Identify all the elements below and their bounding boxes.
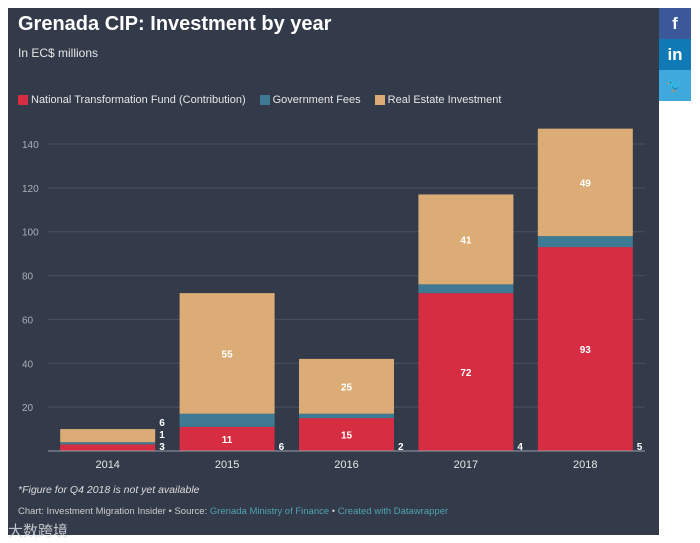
x-tick-label: 2016 [334, 459, 358, 471]
bar-segment [179, 413, 275, 427]
data-label: 49 [580, 178, 592, 189]
data-label: 25 [341, 382, 353, 393]
source-link[interactable]: Grenada Ministry of Finance [209, 506, 330, 517]
legend-swatch [18, 95, 28, 105]
x-tick-label: 2018 [573, 459, 597, 471]
datawrapper-link[interactable]: Created with Datawrapper [337, 506, 449, 517]
y-tick-label: 120 [22, 184, 39, 195]
linkedin-share-button[interactable]: in [659, 39, 691, 70]
twitter-share-button[interactable]: 🐦 [659, 70, 691, 101]
credit-text: Chart: Investment Migration Insider • So… [18, 506, 210, 517]
bar-segment [418, 293, 514, 451]
legend-label: National Transformation Fund (Contributi… [31, 94, 246, 106]
footnote: *Figure for Q4 2018 is not yet available [18, 484, 200, 496]
y-tick-label: 60 [22, 315, 34, 326]
data-label: 6 [279, 442, 285, 453]
y-tick-label: 20 [22, 403, 34, 414]
data-label: 11 [222, 435, 233, 446]
bar-segment [537, 247, 633, 451]
legend-item-realestate: Real Estate Investment [374, 94, 502, 106]
legend-item-ntf: National Transformation Fund (Contributi… [18, 94, 246, 106]
data-label: 3 [159, 442, 165, 453]
facebook-share-button[interactable]: f [659, 8, 691, 39]
data-label: 93 [580, 345, 592, 356]
bar-segment [179, 293, 275, 414]
bar-segment [60, 429, 156, 443]
x-tick-label: 2014 [95, 459, 119, 471]
data-label: 5 [637, 442, 643, 453]
y-tick-label: 40 [22, 359, 34, 370]
legend: National Transformation Fund (Contributi… [18, 94, 501, 106]
legend-label: Real Estate Investment [387, 94, 502, 106]
legend-swatch [374, 95, 385, 105]
bar-segment [299, 418, 394, 451]
social-share-bar: f in 🐦 [659, 8, 691, 101]
data-label: 2 [398, 442, 404, 453]
bar-segment [418, 194, 514, 285]
legend-label: Government Fees [272, 94, 361, 106]
bar-segment [537, 236, 633, 248]
bar-segment [179, 426, 275, 451]
bar-segment [537, 128, 633, 237]
data-label: 55 [222, 349, 234, 360]
data-label: 72 [460, 368, 472, 379]
x-tick-label: 2015 [215, 459, 239, 471]
bar-segment [299, 413, 394, 419]
legend-item-fees: Government Fees [259, 94, 361, 106]
chart-subtitle: In EC$ millions [18, 46, 99, 60]
chart-credit: Chart: Investment Migration Insider • So… [18, 506, 448, 517]
bar-segment [60, 442, 156, 445]
credit-separator: • [329, 506, 338, 517]
data-label: 4 [517, 442, 523, 453]
watermark: 大数跨境 [8, 523, 69, 540]
legend-swatch [259, 95, 270, 105]
data-label: 41 [460, 235, 472, 246]
data-label: 6 [159, 418, 165, 429]
x-tick-label: 2017 [454, 459, 478, 471]
data-label: 1 [159, 430, 165, 441]
y-tick-label: 80 [22, 272, 34, 283]
data-label: 15 [341, 431, 353, 442]
bar-segment [60, 444, 156, 451]
y-tick-label: 140 [22, 140, 39, 151]
bar-segment [299, 358, 394, 414]
y-tick-label: 100 [22, 228, 39, 239]
chart-title: Grenada CIP: Investment by year [18, 13, 332, 35]
bar-segment [418, 284, 514, 294]
